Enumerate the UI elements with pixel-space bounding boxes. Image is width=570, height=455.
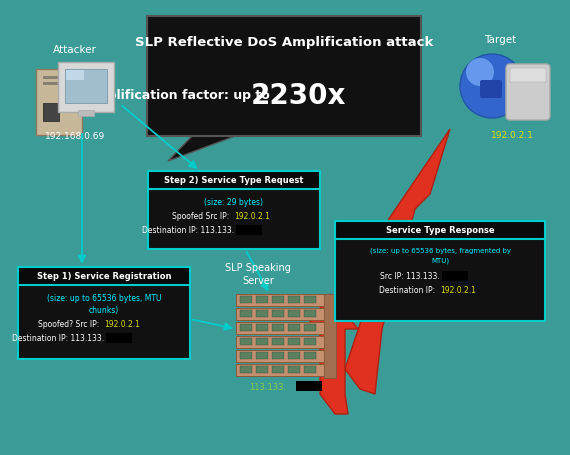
FancyBboxPatch shape [288, 296, 300, 303]
FancyBboxPatch shape [236, 364, 324, 376]
Text: (size: up to 65536 bytes, MTU: (size: up to 65536 bytes, MTU [47, 293, 161, 302]
FancyBboxPatch shape [236, 336, 324, 348]
FancyBboxPatch shape [148, 172, 320, 249]
FancyBboxPatch shape [324, 294, 336, 378]
Text: chunks): chunks) [89, 305, 119, 314]
FancyBboxPatch shape [304, 296, 316, 303]
Text: Step 2) Service Type Request: Step 2) Service Type Request [164, 176, 304, 185]
FancyBboxPatch shape [256, 338, 268, 345]
FancyBboxPatch shape [506, 65, 550, 121]
FancyBboxPatch shape [43, 104, 59, 122]
Text: MTU): MTU) [431, 258, 449, 264]
Polygon shape [345, 130, 450, 394]
Text: (size: 29 bytes): (size: 29 bytes) [205, 197, 263, 207]
FancyBboxPatch shape [236, 350, 324, 362]
Circle shape [466, 59, 494, 87]
FancyBboxPatch shape [240, 296, 252, 303]
FancyBboxPatch shape [36, 70, 82, 136]
Circle shape [460, 55, 524, 119]
FancyBboxPatch shape [256, 324, 268, 331]
FancyBboxPatch shape [288, 310, 300, 317]
Text: 113.133.: 113.133. [250, 382, 287, 391]
FancyBboxPatch shape [288, 338, 300, 345]
Text: Attacker: Attacker [53, 45, 97, 55]
Text: Step 1) Service Registration: Step 1) Service Registration [36, 272, 171, 281]
FancyBboxPatch shape [304, 324, 316, 331]
Text: Destination IP:: Destination IP: [379, 285, 440, 294]
FancyBboxPatch shape [272, 352, 284, 359]
Text: 192.0.2.1: 192.0.2.1 [491, 131, 534, 140]
FancyBboxPatch shape [272, 324, 284, 331]
FancyBboxPatch shape [240, 310, 252, 317]
FancyBboxPatch shape [296, 381, 322, 391]
FancyBboxPatch shape [288, 352, 300, 359]
FancyBboxPatch shape [304, 338, 316, 345]
FancyBboxPatch shape [304, 310, 316, 317]
Polygon shape [305, 294, 358, 414]
FancyBboxPatch shape [335, 222, 545, 239]
Text: 192.0.2.1: 192.0.2.1 [104, 319, 140, 328]
Text: Spoofed Src IP:: Spoofed Src IP: [172, 212, 234, 221]
FancyBboxPatch shape [272, 296, 284, 303]
FancyBboxPatch shape [272, 366, 284, 373]
Text: 192.0.2.1: 192.0.2.1 [440, 285, 476, 294]
FancyBboxPatch shape [18, 268, 190, 359]
FancyBboxPatch shape [236, 308, 324, 320]
Text: Amplification factor: up to: Amplification factor: up to [85, 89, 274, 102]
FancyBboxPatch shape [288, 324, 300, 331]
FancyBboxPatch shape [240, 338, 252, 345]
FancyBboxPatch shape [288, 366, 300, 373]
FancyBboxPatch shape [510, 69, 546, 83]
Text: Service Type Response: Service Type Response [386, 226, 494, 235]
FancyBboxPatch shape [256, 310, 268, 317]
FancyBboxPatch shape [304, 366, 316, 373]
FancyBboxPatch shape [58, 63, 114, 113]
Text: Destination IP: 113.133.: Destination IP: 113.133. [142, 226, 234, 234]
FancyBboxPatch shape [236, 322, 324, 334]
Text: 2230x: 2230x [251, 82, 346, 110]
Text: SLP Reflective DoS Amplification attack: SLP Reflective DoS Amplification attack [135, 36, 433, 49]
Polygon shape [168, 136, 238, 162]
FancyBboxPatch shape [442, 271, 468, 281]
Text: SLP Speaking
Server: SLP Speaking Server [225, 263, 291, 286]
FancyBboxPatch shape [240, 352, 252, 359]
FancyBboxPatch shape [236, 226, 262, 236]
FancyBboxPatch shape [106, 333, 132, 343]
Text: 192.0.2.1: 192.0.2.1 [234, 212, 270, 221]
FancyBboxPatch shape [148, 172, 320, 190]
FancyBboxPatch shape [240, 324, 252, 331]
Text: Target: Target [484, 35, 516, 45]
Text: Spoofed? Src IP:: Spoofed? Src IP: [38, 319, 104, 328]
Text: (size: up to 65536 bytes, fragmented by: (size: up to 65536 bytes, fragmented by [369, 248, 511, 254]
Text: Destination IP: 113.133.: Destination IP: 113.133. [12, 333, 104, 342]
FancyBboxPatch shape [43, 83, 73, 86]
FancyBboxPatch shape [236, 294, 324, 306]
FancyBboxPatch shape [43, 77, 73, 80]
FancyBboxPatch shape [65, 70, 107, 104]
FancyBboxPatch shape [147, 17, 421, 136]
FancyBboxPatch shape [272, 338, 284, 345]
FancyBboxPatch shape [78, 111, 94, 117]
Text: Src IP: 113.133.: Src IP: 113.133. [380, 271, 440, 280]
FancyBboxPatch shape [272, 310, 284, 317]
FancyBboxPatch shape [480, 81, 502, 99]
FancyBboxPatch shape [256, 296, 268, 303]
FancyBboxPatch shape [18, 268, 190, 285]
FancyBboxPatch shape [256, 352, 268, 359]
FancyBboxPatch shape [335, 222, 545, 321]
FancyBboxPatch shape [240, 366, 252, 373]
FancyBboxPatch shape [304, 352, 316, 359]
FancyBboxPatch shape [66, 71, 84, 81]
Text: 192.168.0.69: 192.168.0.69 [45, 131, 105, 141]
FancyBboxPatch shape [256, 366, 268, 373]
